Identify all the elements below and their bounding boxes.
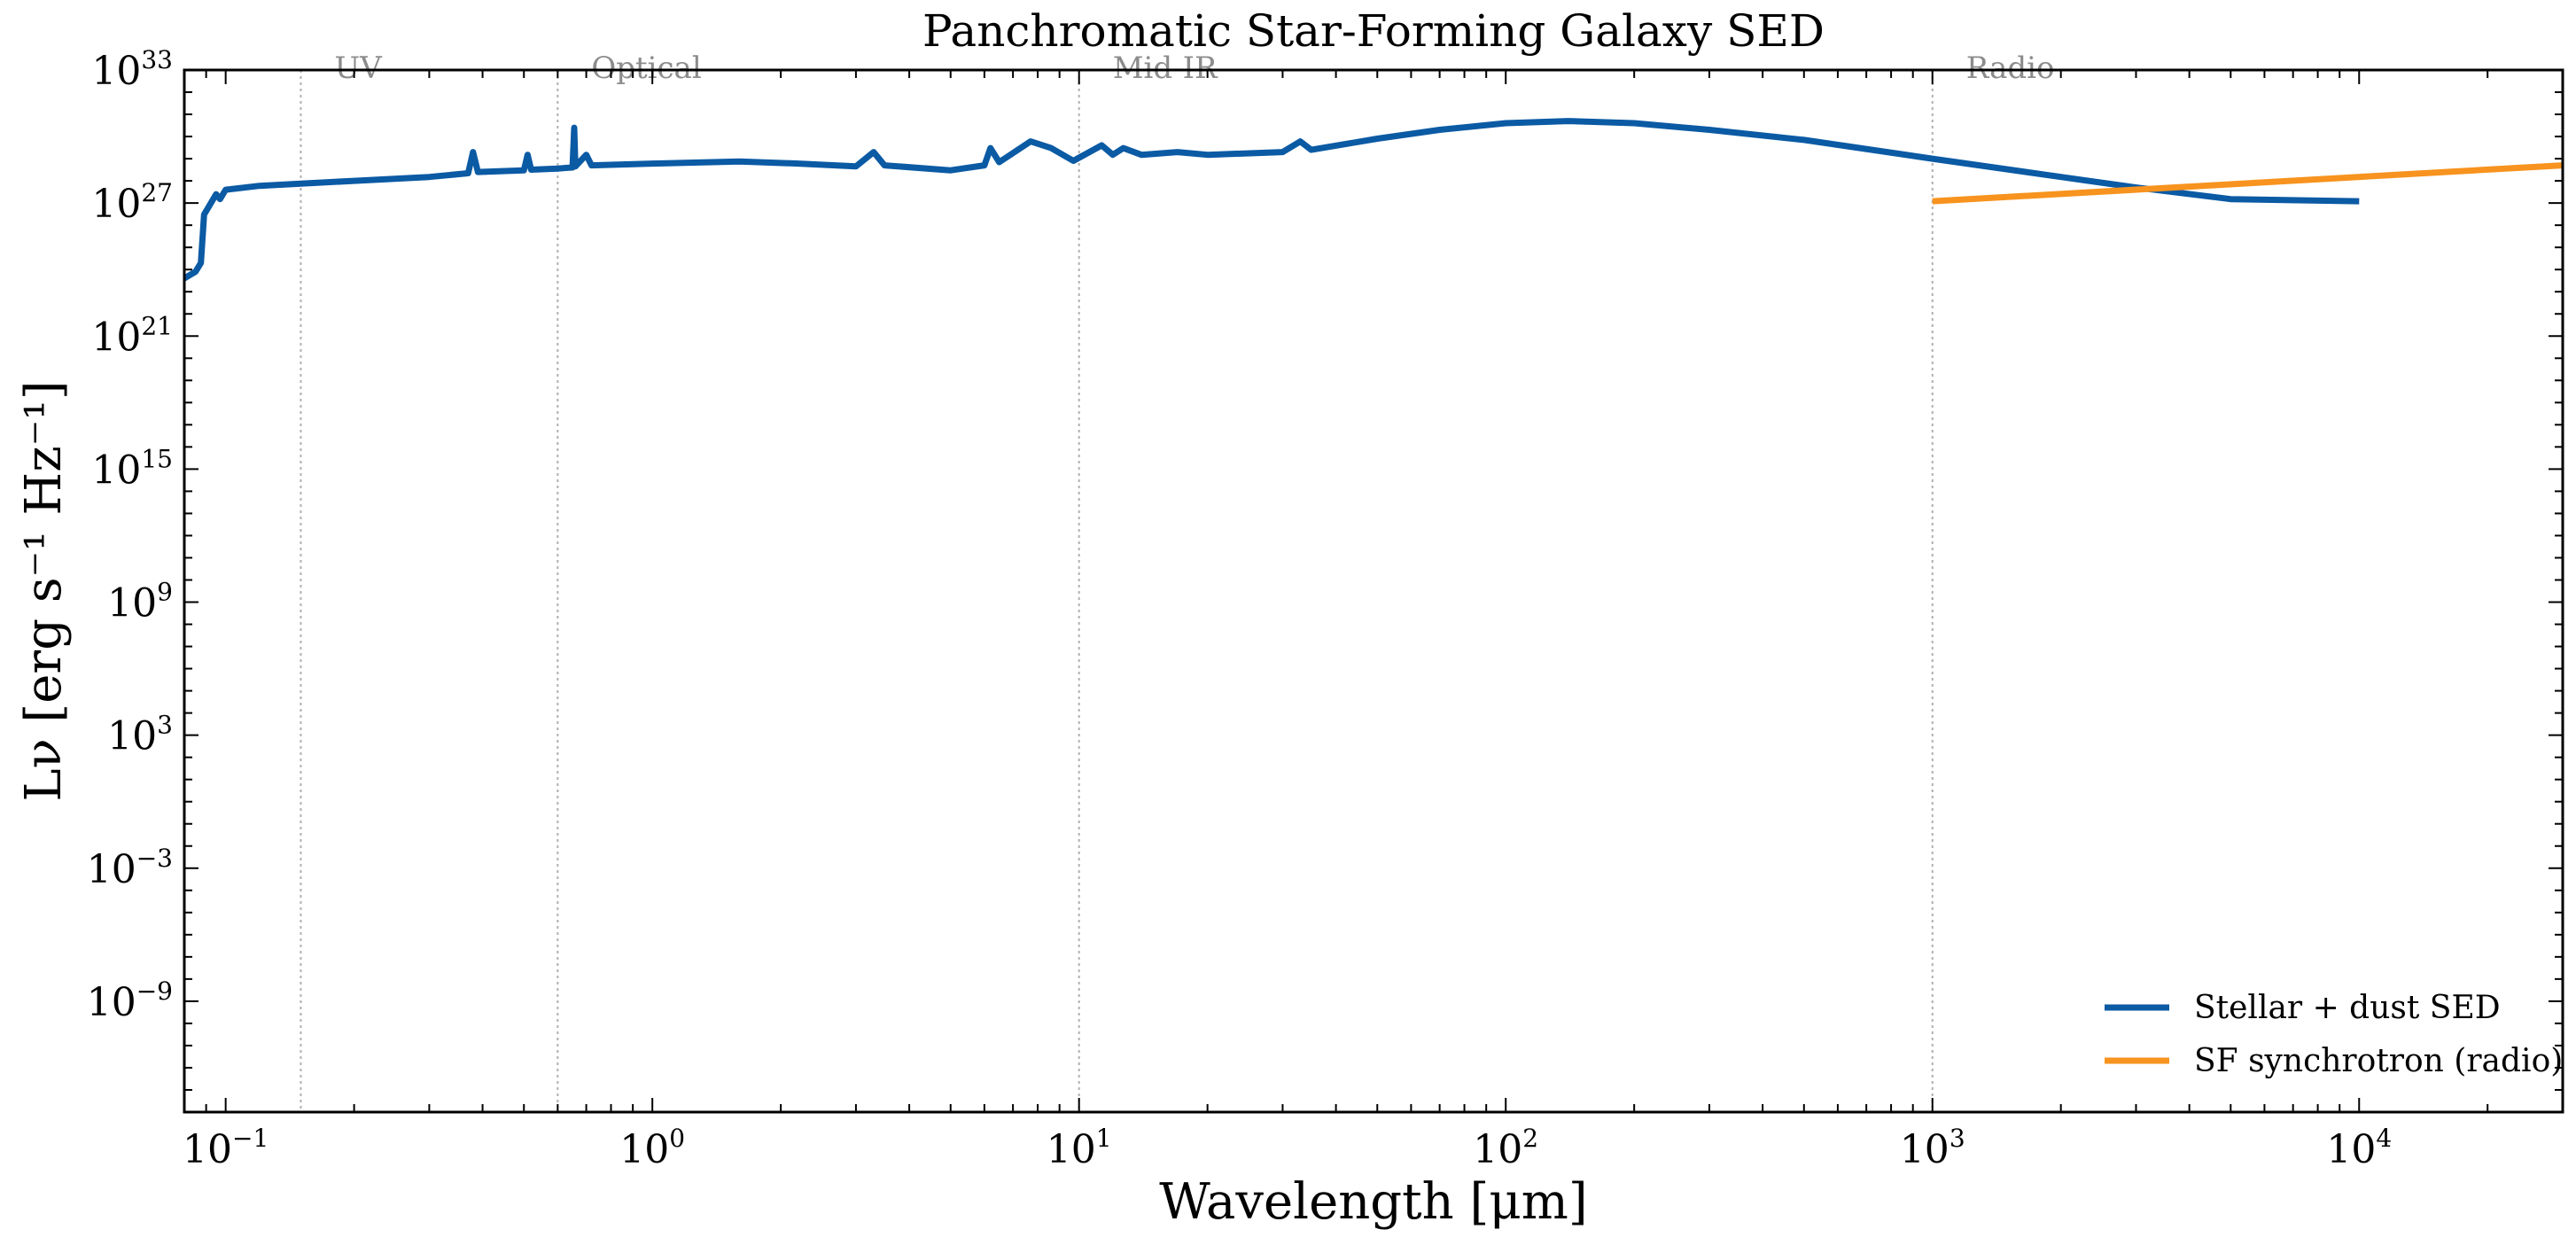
region-label: Mid-IR	[1113, 51, 1218, 86]
y-tick-label: 1027	[91, 178, 173, 227]
region-label: Radio	[1966, 51, 2055, 86]
x-tick-label: 103	[1900, 1124, 1965, 1172]
legend-label: Stellar + dust SED	[2194, 990, 2501, 1026]
y-tick-label: 1021	[91, 311, 173, 360]
y-axis-ticks: 10−9 10−3 103 109 1015 1021 1027 1033	[87, 45, 2563, 1113]
chart-title: Panchromatic Star-Forming Galaxy SED	[922, 5, 1825, 57]
region-label: UV	[334, 51, 383, 86]
x-axis-ticks: 10−1 100 101 102 103 104	[183, 70, 2564, 1172]
y-tick-label: 103	[107, 711, 173, 759]
x-tick-label: 101	[1047, 1124, 1112, 1172]
x-tick-label: 10−1	[183, 1124, 268, 1172]
region-labels: UV Optical Mid-IR Radio	[334, 51, 2054, 86]
legend-label: SF synchrotron (radio)	[2194, 1043, 2563, 1079]
x-axis-label: Wavelength [μm]	[1159, 1173, 1587, 1231]
y-tick-label: 1033	[91, 45, 173, 94]
y-tick-label: 10−9	[87, 977, 173, 1025]
legend: Stellar + dust SED SF synchrotron (radio)	[2105, 990, 2563, 1079]
y-tick-label: 109	[107, 578, 173, 626]
y-tick-label: 1015	[91, 444, 173, 493]
x-tick-label: 104	[2326, 1124, 2392, 1172]
y-tick-label: 10−3	[87, 844, 173, 892]
series-line	[1932, 162, 2563, 205]
x-tick-label: 102	[1473, 1124, 1538, 1172]
series-layer	[184, 118, 2563, 282]
axes-frame	[183, 68, 2564, 1114]
region-label: Optical	[591, 51, 701, 86]
y-axis-label: Lν [erg s⁻¹ Hz⁻¹]	[15, 380, 73, 801]
x-tick-label: 100	[619, 1124, 685, 1172]
region-divider-lines	[300, 70, 1934, 1112]
series-line	[184, 118, 2360, 282]
